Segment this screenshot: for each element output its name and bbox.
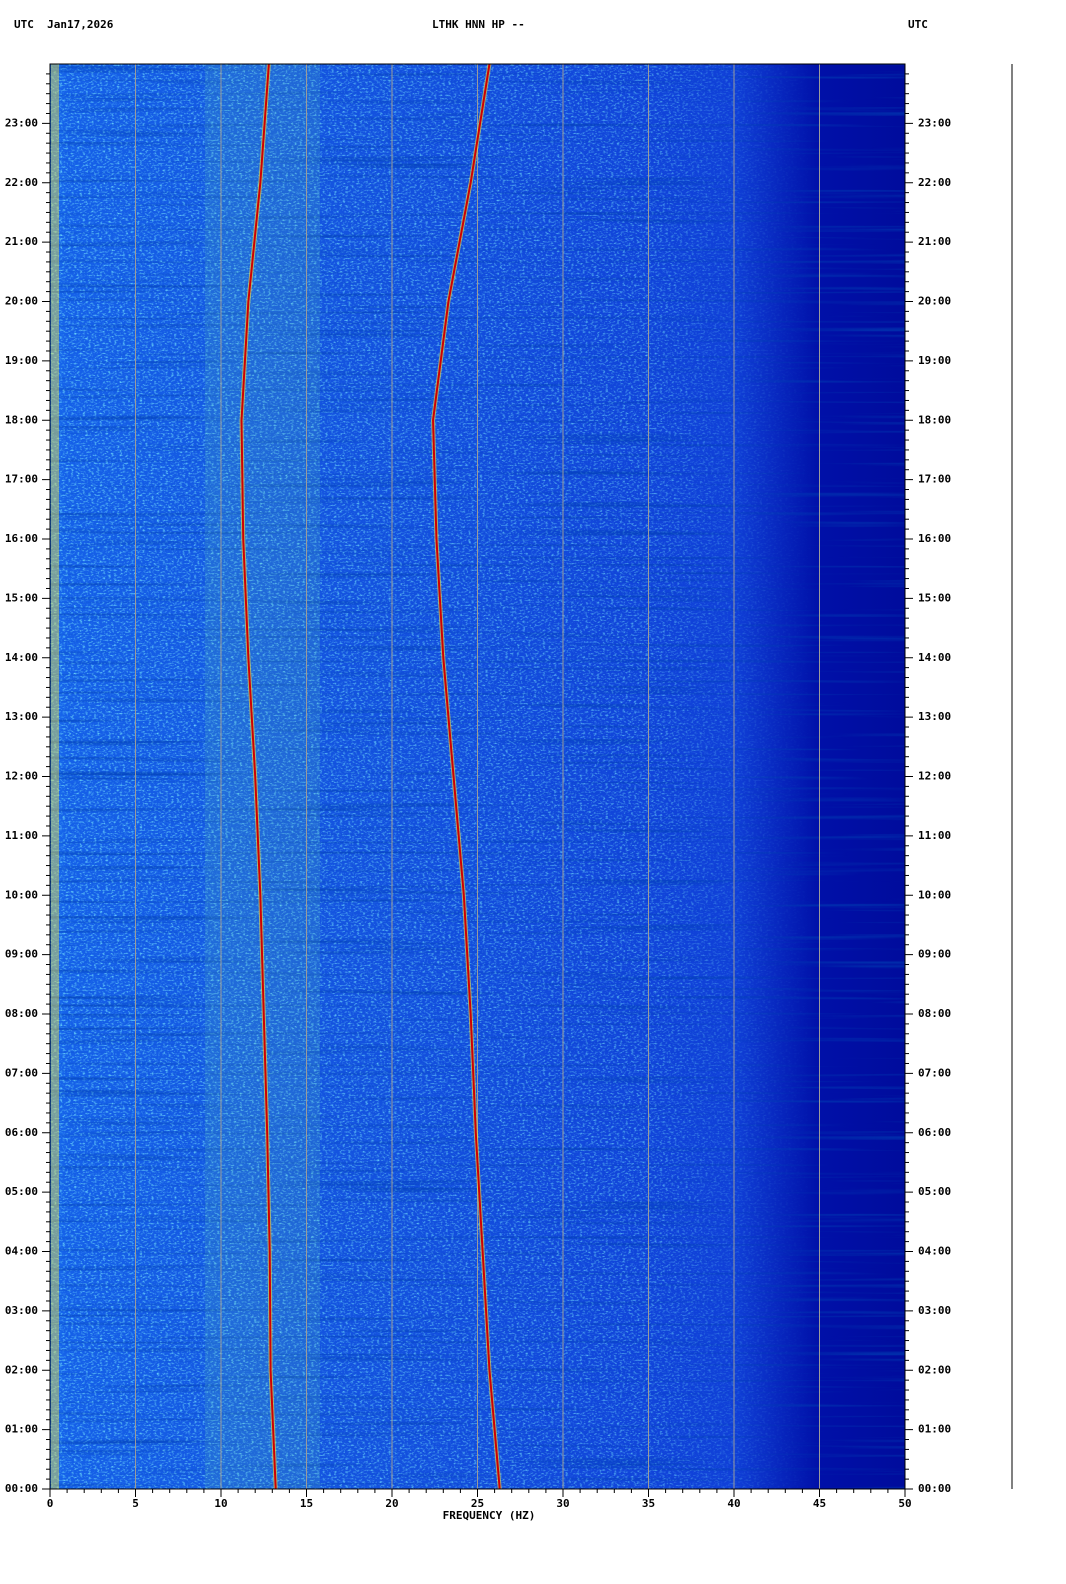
- y-tick-label-right: 03:00: [918, 1304, 951, 1317]
- spectrogram-band: [205, 64, 320, 1489]
- y-tick-label: 02:00: [5, 1363, 38, 1376]
- y-tick-label: 03:00: [5, 1304, 38, 1317]
- axes: 0 5 10 15 20 25 30 35 40 45 50 00:00 00:00 01:00 01:00…: [5, 73, 951, 1510]
- y-tick-label: 23:00: [5, 116, 38, 129]
- y-tick-label: 10:00: [5, 888, 38, 901]
- y-tick-label-right: 13:00: [918, 710, 951, 723]
- y-tick-label-right: 11:00: [918, 829, 951, 842]
- y-tick-label: 11:00: [5, 829, 38, 842]
- x-tick-label: 15: [300, 1497, 313, 1510]
- y-tick-label-right: 20:00: [918, 295, 951, 308]
- y-tick-label-right: 05:00: [918, 1185, 951, 1198]
- grid: [135, 64, 820, 1489]
- x-tick-label: 35: [642, 1497, 655, 1510]
- tracks: [239, 63, 502, 1490]
- y-tick-label: 08:00: [5, 1007, 38, 1020]
- left-header: UTC Jan17,2026: [14, 18, 114, 31]
- y-tick-label-right: 22:00: [918, 176, 951, 189]
- y-tick-label: 05:00: [5, 1185, 38, 1198]
- y-tick-label-right: 12:00: [918, 770, 951, 783]
- y-tick-label-right: 10:00: [918, 888, 951, 901]
- y-tick-label: 07:00: [5, 1066, 38, 1079]
- y-tick-label: 16:00: [5, 532, 38, 545]
- x-tick-label: 10: [214, 1497, 227, 1510]
- x-tick-label: 45: [813, 1497, 826, 1510]
- right-header: UTC: [908, 18, 928, 31]
- y-tick-label: 15:00: [5, 591, 38, 604]
- y-tick-label-right: 00:00: [918, 1482, 951, 1495]
- y-tick-label: 14:00: [5, 651, 38, 664]
- y-tick-label: 00:00: [5, 1482, 38, 1495]
- y-tick-label-right: 21:00: [918, 235, 951, 248]
- y-tick-label-right: 17:00: [918, 473, 951, 486]
- spectrogram-lowband: [51, 64, 59, 1489]
- y-tick-label: 09:00: [5, 948, 38, 961]
- x-tick-label: 5: [132, 1497, 139, 1510]
- y-tick-label: 04:00: [5, 1245, 38, 1258]
- y-tick-label: 20:00: [5, 295, 38, 308]
- track-line: [432, 63, 501, 1490]
- y-tick-label-right: 06:00: [918, 1126, 951, 1139]
- x-axis-label: FREQUENCY (HZ): [443, 1509, 536, 1522]
- y-tick-label: 06:00: [5, 1126, 38, 1139]
- y-tick-label: 21:00: [5, 235, 38, 248]
- track-line: [240, 63, 277, 1490]
- y-tick-label: 18:00: [5, 413, 38, 426]
- y-tick-label-right: 18:00: [918, 413, 951, 426]
- y-tick-label-right: 01:00: [918, 1423, 951, 1436]
- x-tick-label: 50: [898, 1497, 911, 1510]
- x-tick-label: 40: [727, 1497, 740, 1510]
- y-tick-label: 13:00: [5, 710, 38, 723]
- y-tick-label: 19:00: [5, 354, 38, 367]
- y-tick-label-right: 16:00: [918, 532, 951, 545]
- x-tick-label: 0: [47, 1497, 54, 1510]
- y-tick-label: 17:00: [5, 473, 38, 486]
- y-tick-label-right: 14:00: [918, 651, 951, 664]
- y-tick-label: 12:00: [5, 770, 38, 783]
- y-tick-label-right: 15:00: [918, 591, 951, 604]
- x-tick-label: 20: [385, 1497, 398, 1510]
- x-tick-label: 30: [556, 1497, 569, 1510]
- y-tick-label: 01:00: [5, 1423, 38, 1436]
- y-tick-label-right: 04:00: [918, 1245, 951, 1258]
- chart-title: LTHK HNN HP --: [432, 18, 525, 31]
- y-tick-label-right: 19:00: [918, 354, 951, 367]
- y-tick-label-right: 08:00: [918, 1007, 951, 1020]
- y-tick-label: 22:00: [5, 176, 38, 189]
- y-tick-label-right: 09:00: [918, 948, 951, 961]
- y-tick-label-right: 07:00: [918, 1066, 951, 1079]
- y-tick-label-right: 02:00: [918, 1363, 951, 1376]
- x-tick-label: 25: [471, 1497, 484, 1510]
- y-tick-label-right: 23:00: [918, 116, 951, 129]
